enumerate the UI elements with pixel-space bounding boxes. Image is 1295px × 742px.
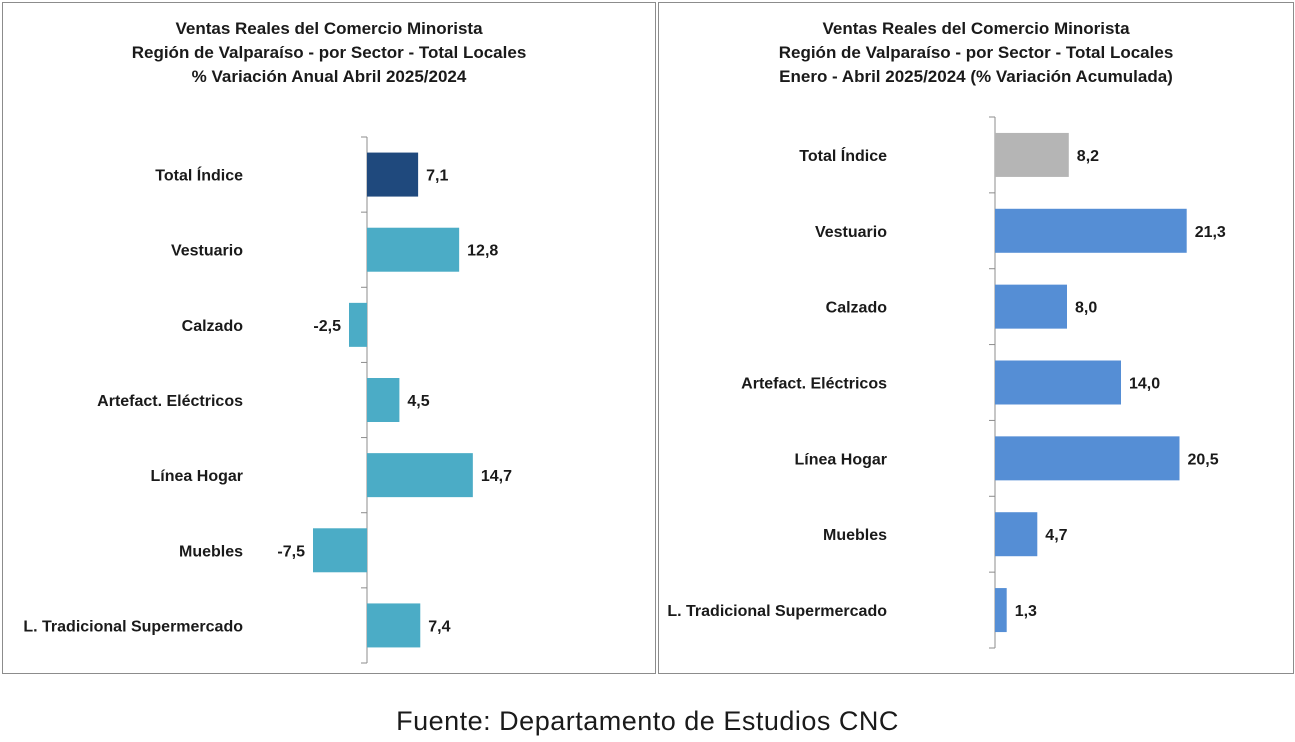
chart-panel-annual: Ventas Reales del Comercio Minorista Reg… [2,2,656,674]
category-label: Vestuario [171,243,243,260]
bar-chart-annual: Total Índice 7,1 Vestuario 12,8 Calzado -2,5 A… [23,136,512,664]
source-caption: Fuente: Departamento de Estudios CNC [396,706,899,736]
bar [367,152,419,197]
chart-title-line-2: Región de Valparaíso - por Sector - Tota… [778,43,1174,62]
data-label: 4,5 [407,393,429,410]
bar [995,436,1180,481]
data-label: 7,4 [428,618,450,635]
bar [995,208,1187,253]
chart-title: Ventas Reales del Comercio Minorista Reg… [3,17,655,89]
data-label: 4,7 [1045,527,1067,544]
bar [995,360,1121,405]
category-label: Línea Hogar [151,468,243,485]
chart-panel-cumulative: Ventas Reales del Comercio Minorista Reg… [658,2,1294,674]
bar [313,528,367,573]
bar-chart-cumulative: Total Índice 8,2 Vestuario 21,3 Calzado 8,0 Ar… [667,116,1226,649]
bar [367,227,460,272]
data-label: 20,5 [1188,451,1219,468]
data-label: 8,0 [1075,300,1097,317]
data-label: -7,5 [277,543,305,560]
chart-title-line-3: Enero - Abril 2025/2024 (% Variación Acu… [779,67,1173,86]
data-label: 14,7 [481,468,512,485]
data-label: 12,8 [467,243,498,260]
bar [367,603,421,648]
bar [349,302,367,347]
bar [995,588,1007,633]
chart-title-line-2: Región de Valparaíso - por Sector - Tota… [131,43,527,62]
category-label: Artefact. Eléctricos [741,376,887,393]
data-label: 8,2 [1077,148,1099,165]
bar [995,284,1067,329]
bar [995,132,1069,177]
category-label: L. Tradicional Supermercado [667,603,887,620]
data-label: 1,3 [1015,603,1037,620]
data-label: 21,3 [1195,224,1226,241]
bar [367,453,473,498]
category-label: Calzado [182,318,244,335]
data-label: 7,1 [426,168,448,185]
category-label: Línea Hogar [795,451,887,468]
chart-title-line-3: % Variación Anual Abril 2025/2024 [191,67,467,86]
category-label: Calzado [826,300,888,317]
data-label: 14,0 [1129,376,1160,393]
category-label: Vestuario [815,224,887,241]
category-label: Total Índice [155,166,243,185]
bar [995,512,1038,557]
category-label: L. Tradicional Supermercado [23,618,243,635]
category-label: Artefact. Eléctricos [97,393,243,410]
chart-title-line-1: Ventas Reales del Comercio Minorista [175,19,483,38]
category-label: Total Índice [799,146,887,165]
category-label: Muebles [823,527,887,544]
data-label: -2,5 [313,318,341,335]
category-label: Muebles [179,543,243,560]
bar [367,378,400,422]
chart-title-line-1: Ventas Reales del Comercio Minorista [822,19,1130,38]
chart-title: Ventas Reales del Comercio Minorista Reg… [659,17,1293,89]
